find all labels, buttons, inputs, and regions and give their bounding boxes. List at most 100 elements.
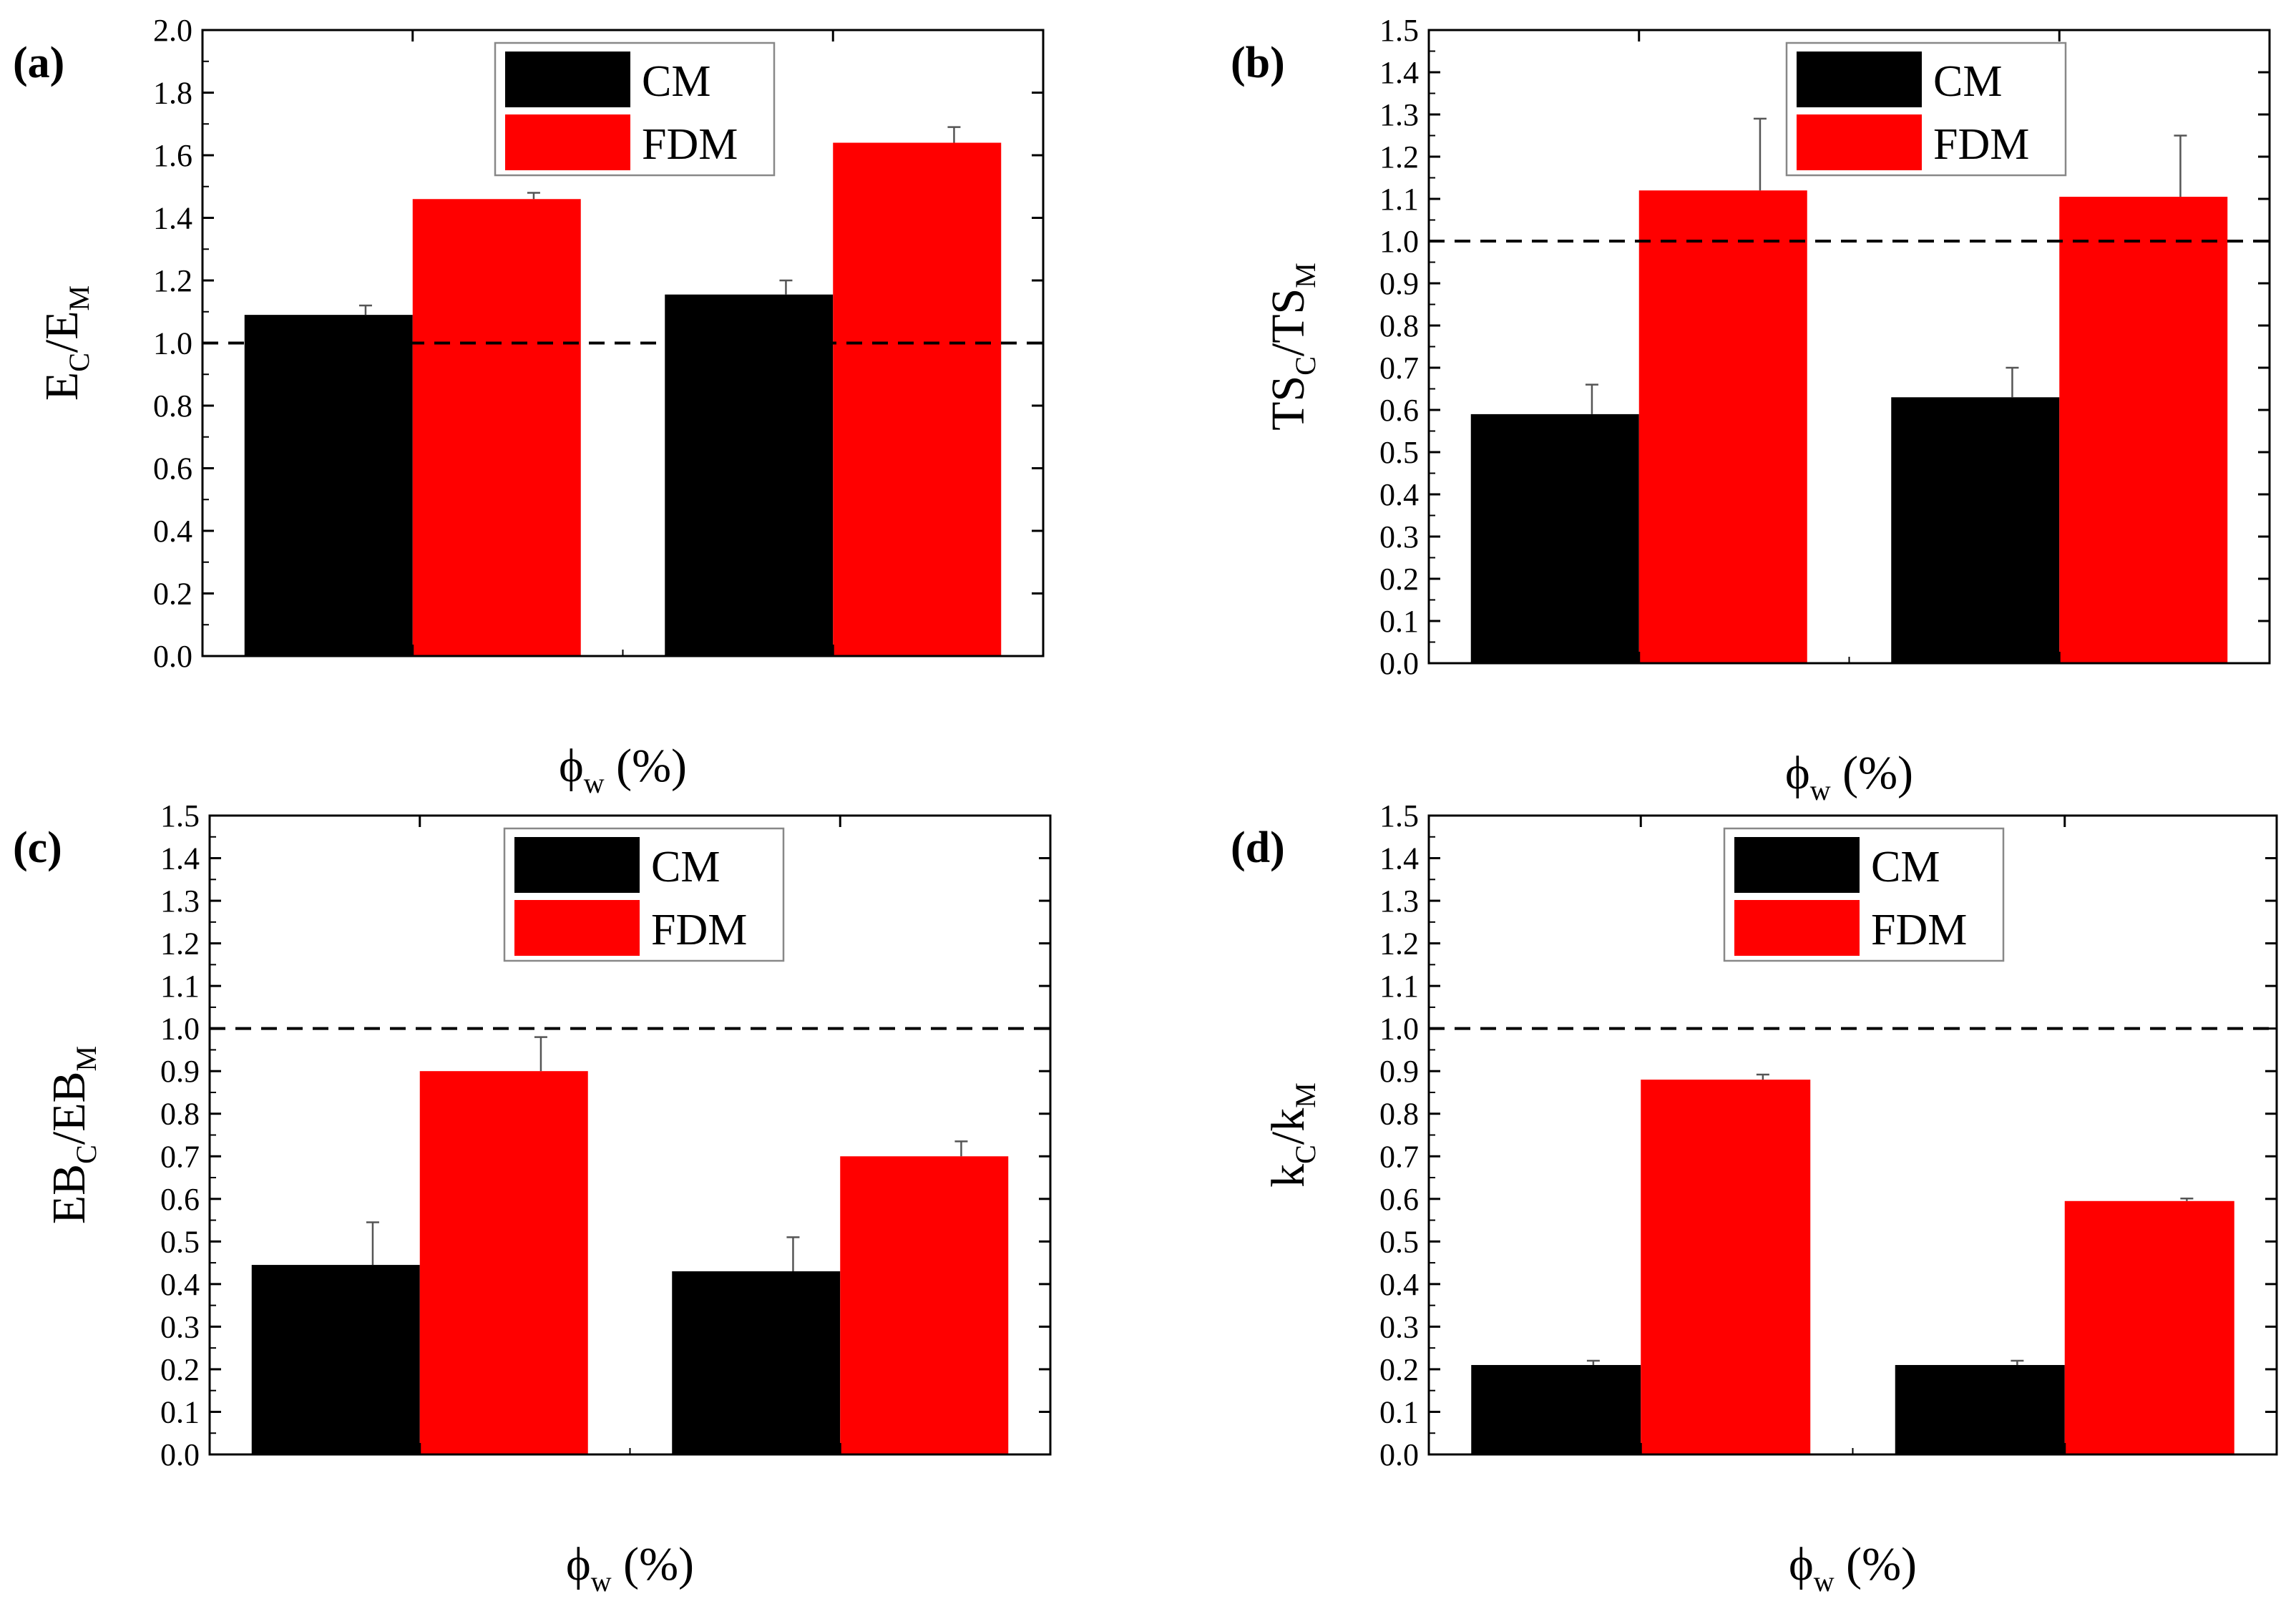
y-tick-label: 0.2	[1379, 1352, 1419, 1387]
panel-d: 0.0 0.1 0.2 0.3 0.4 0.5 0.6 0.7 0.8 0.9 1.0 1.1 1.2 1…	[1231, 798, 2278, 1598]
y-tick-label: 0.4	[153, 514, 192, 549]
y-tick-label: 1.6	[153, 138, 192, 173]
legend-label-fdm: FDM	[651, 906, 747, 954]
y-tick-label: 0.6	[1379, 393, 1419, 428]
panel-label: (c)	[13, 823, 62, 872]
y-tick-label: 1.3	[160, 884, 200, 919]
y-tick-label: 0.8	[1379, 1097, 1419, 1132]
y-tick-label: 1.3	[1379, 97, 1419, 132]
y-axis-title-main: k	[1262, 1164, 1314, 1188]
panel-c: 0.0 0.1 0.2 0.3 0.4 0.5 0.6 0.7 0.8 0.9 1.0 1.1 1.2 1…	[13, 798, 1052, 1598]
y-axis-title: EC/EM	[36, 285, 95, 401]
legend-swatch-fdm	[505, 114, 630, 170]
y-tick-label: 0.7	[1379, 1139, 1419, 1174]
x-axis-title-sub: w	[1814, 1565, 1835, 1598]
y-tick-label: 1.5	[160, 798, 200, 833]
y-axis-title-sub1: C	[1289, 1145, 1322, 1164]
y-tick-label: 0.5	[160, 1224, 200, 1259]
y-tick-label: 0.3	[1379, 519, 1419, 554]
y-tick-label: 1.1	[1379, 969, 1419, 1004]
legend-swatch-fdm	[1734, 900, 1860, 956]
bar-cm-20	[1895, 1364, 2065, 1454]
y-tick-label: 1.4	[153, 201, 192, 236]
y-tick-label: 1.3	[1379, 884, 1419, 919]
legend-swatch-fdm	[1797, 114, 1922, 170]
legend: CM FDM	[1723, 827, 2005, 962]
x-axis-title-tail: (%)	[612, 1538, 694, 1590]
legend-label-cm: CM	[642, 57, 710, 106]
y-tick-label: 0.7	[1379, 351, 1419, 386]
y-tick-label: 0.5	[1379, 435, 1419, 470]
y-axis-title-sep: /EB	[43, 1071, 95, 1145]
legend: CM FDM	[1785, 41, 2067, 177]
y-tick-label: 0.9	[160, 1054, 200, 1089]
y-tick-label: 1.1	[160, 969, 200, 1004]
y-tick-label: 1.5	[1379, 798, 1419, 833]
panel-a: 0.0 0.2 0.4 0.6 0.8 1.0 1.2 1.4 1.6 1.8 2.0 ϕw (%) E…	[13, 13, 1045, 799]
legend-swatch-cm	[1797, 52, 1922, 107]
y-tick-label: 2.0	[153, 13, 192, 48]
bar-fdm-20	[2059, 197, 2228, 663]
y-tick-label: 1.8	[153, 76, 192, 111]
y-tick-label: 0.2	[160, 1352, 200, 1387]
bar-cm-20	[672, 1271, 841, 1454]
y-tick-label: 1.2	[1379, 140, 1419, 175]
y-axis-title-sep: /E	[36, 310, 88, 353]
bar-cm-10	[251, 1265, 420, 1454]
y-tick-label: 1.5	[1379, 13, 1419, 48]
y-tick-label: 0.0	[1379, 1437, 1419, 1472]
legend-label-fdm: FDM	[642, 120, 738, 169]
y-tick-label: 0.8	[1379, 308, 1419, 343]
legend-label-cm: CM	[651, 843, 720, 891]
y-axis-title-sep: /k	[1262, 1108, 1314, 1145]
legend-label-cm: CM	[1933, 57, 2002, 106]
y-tick-label: 0.3	[160, 1309, 200, 1344]
y-tick-label: 0.2	[153, 577, 192, 612]
y-tick-label: 0.4	[1379, 477, 1419, 512]
legend-label-cm: CM	[1871, 843, 1940, 891]
legend-swatch-fdm	[514, 900, 640, 956]
y-axis-title: TSC/TSM	[1262, 263, 1322, 431]
legend-swatch-cm	[514, 837, 640, 893]
legend-label-fdm: FDM	[1933, 120, 2029, 169]
bar-fdm-10	[412, 199, 581, 656]
y-tick-label: 0.8	[160, 1097, 200, 1132]
y-tick-label: 1.0	[1379, 1012, 1419, 1047]
y-tick-label: 0.2	[1379, 562, 1419, 597]
y-tick-label: 0.0	[1379, 646, 1419, 681]
x-axis-title-tail: (%)	[605, 740, 687, 792]
x-axis-title-sub: w	[591, 1565, 612, 1598]
y-axis-title-sub1: C	[70, 1145, 102, 1164]
panel-label: (a)	[13, 39, 64, 87]
bar-cm-20	[665, 294, 834, 656]
y-axis-title: kC/kM	[1262, 1082, 1322, 1188]
y-axis-title-sub2: M	[63, 285, 95, 311]
y-tick-label: 0.0	[153, 639, 192, 674]
y-axis-title-sub2: M	[70, 1046, 102, 1072]
bar-fdm-20	[840, 1156, 1009, 1454]
y-axis-title-main: TS	[1262, 376, 1314, 431]
y-tick-label: 0.6	[160, 1182, 200, 1217]
y-tick-label: 0.0	[160, 1437, 200, 1472]
x-axis-title: ϕw (%)	[559, 740, 687, 799]
legend: CM FDM	[494, 41, 776, 177]
y-tick-label: 1.2	[153, 263, 192, 298]
bar-fdm-20	[2064, 1200, 2234, 1454]
x-axis-title-tail: (%)	[1835, 1538, 1917, 1590]
x-axis-title: ϕw (%)	[1785, 747, 1913, 806]
y-tick-label: 1.4	[160, 841, 200, 876]
x-axis-title-sub: w	[584, 767, 605, 799]
bar-cm-10	[244, 315, 413, 656]
y-tick-label: 1.0	[1379, 224, 1419, 259]
y-axis-title-sub2: M	[1289, 263, 1322, 288]
y-axis-title-main: E	[36, 372, 88, 401]
x-axis-title: ϕw (%)	[1789, 1538, 1917, 1598]
y-tick-label: 0.8	[153, 388, 192, 424]
y-tick-label: 1.0	[153, 326, 192, 361]
panel-label: (b)	[1231, 39, 1285, 87]
y-tick-label: 0.7	[160, 1139, 200, 1174]
bar-fdm-10	[419, 1071, 588, 1454]
y-tick-label: 0.3	[1379, 1309, 1419, 1344]
legend: CM FDM	[503, 827, 785, 962]
y-tick-label: 1.4	[1379, 55, 1419, 90]
